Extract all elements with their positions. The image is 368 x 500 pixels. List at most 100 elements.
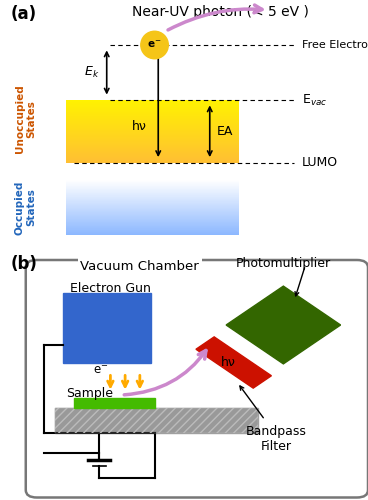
Bar xyxy=(66,107,239,108)
Bar xyxy=(66,147,239,148)
Bar xyxy=(66,210,239,211)
Bar xyxy=(66,158,239,159)
Bar xyxy=(66,199,239,200)
Bar xyxy=(66,207,239,208)
Bar xyxy=(66,145,239,146)
Bar xyxy=(66,100,239,101)
Bar xyxy=(66,232,239,233)
Bar xyxy=(66,134,239,135)
Bar xyxy=(66,124,239,125)
Bar xyxy=(66,116,239,117)
Text: hν: hν xyxy=(221,356,236,369)
Bar xyxy=(66,154,239,155)
Text: Near-UV photon (< 5 eV ): Near-UV photon (< 5 eV ) xyxy=(132,5,309,19)
Bar xyxy=(66,182,239,184)
Bar xyxy=(66,198,239,199)
Bar xyxy=(66,219,239,220)
Bar xyxy=(66,132,239,133)
Bar xyxy=(66,110,239,112)
Bar xyxy=(66,143,239,144)
Bar xyxy=(66,137,239,138)
Bar xyxy=(66,122,239,123)
Bar xyxy=(66,125,239,126)
Bar xyxy=(66,153,239,154)
FancyBboxPatch shape xyxy=(26,260,368,498)
Bar xyxy=(63,292,151,362)
Bar xyxy=(66,109,239,110)
Ellipse shape xyxy=(141,31,168,58)
Bar xyxy=(66,196,239,197)
Bar xyxy=(66,190,239,191)
Text: e$^{-}$: e$^{-}$ xyxy=(93,364,109,376)
Bar xyxy=(66,101,239,102)
Bar xyxy=(66,106,239,107)
Bar xyxy=(66,222,239,223)
Bar xyxy=(66,161,239,162)
Bar xyxy=(66,103,239,104)
Bar xyxy=(66,189,239,190)
Bar xyxy=(66,105,239,106)
Bar xyxy=(66,212,239,213)
Bar xyxy=(66,120,239,121)
Bar xyxy=(66,193,239,194)
Text: Sample: Sample xyxy=(66,387,113,400)
Bar xyxy=(66,112,239,113)
Bar xyxy=(66,156,239,157)
Text: Electron Gun: Electron Gun xyxy=(70,282,151,296)
Text: Photomultiplier: Photomultiplier xyxy=(236,258,331,270)
Bar xyxy=(66,123,239,124)
Bar xyxy=(66,208,239,209)
Bar xyxy=(66,148,239,149)
Bar xyxy=(66,204,239,205)
Text: Free Electron State: Free Electron State xyxy=(302,40,368,50)
Bar xyxy=(66,142,239,143)
Bar xyxy=(66,184,239,185)
Bar xyxy=(66,185,239,186)
Bar xyxy=(55,408,258,432)
Bar xyxy=(66,209,239,210)
Text: (a): (a) xyxy=(11,5,37,23)
Bar xyxy=(66,205,239,206)
Bar xyxy=(66,187,239,188)
Bar xyxy=(66,133,239,134)
Bar xyxy=(66,126,239,127)
Text: Bandpass
Filter: Bandpass Filter xyxy=(245,425,307,453)
Bar xyxy=(66,102,239,103)
Bar xyxy=(66,215,239,216)
Bar xyxy=(66,217,239,218)
Bar xyxy=(66,186,239,187)
Bar xyxy=(66,216,239,217)
Bar xyxy=(66,140,239,141)
Bar xyxy=(66,225,239,226)
Bar xyxy=(66,115,239,116)
Text: Unoccupied
States: Unoccupied States xyxy=(15,84,36,153)
Bar xyxy=(66,151,239,152)
Bar xyxy=(66,218,239,219)
Bar xyxy=(66,206,239,207)
Bar xyxy=(66,200,239,201)
Bar xyxy=(66,108,239,109)
Bar xyxy=(66,188,239,189)
Bar xyxy=(66,113,239,114)
Text: Occupied
States: Occupied States xyxy=(15,180,36,234)
Bar xyxy=(66,150,239,151)
Bar xyxy=(66,181,239,182)
Bar xyxy=(66,228,239,229)
Bar xyxy=(66,197,239,198)
Bar xyxy=(66,221,239,222)
Bar xyxy=(66,152,239,153)
Bar xyxy=(66,192,239,193)
Text: E$_{vac}$: E$_{vac}$ xyxy=(302,92,327,108)
Text: LUMO: LUMO xyxy=(302,156,338,169)
Polygon shape xyxy=(226,286,341,364)
Bar xyxy=(66,128,239,130)
Bar xyxy=(66,224,239,225)
Text: (b): (b) xyxy=(11,255,38,273)
Bar xyxy=(66,131,239,132)
Text: Vacuum Chamber: Vacuum Chamber xyxy=(81,260,199,273)
Bar xyxy=(66,144,239,145)
Text: EA: EA xyxy=(217,124,233,138)
Bar xyxy=(66,234,239,235)
Bar xyxy=(66,127,239,128)
Bar xyxy=(66,223,239,224)
